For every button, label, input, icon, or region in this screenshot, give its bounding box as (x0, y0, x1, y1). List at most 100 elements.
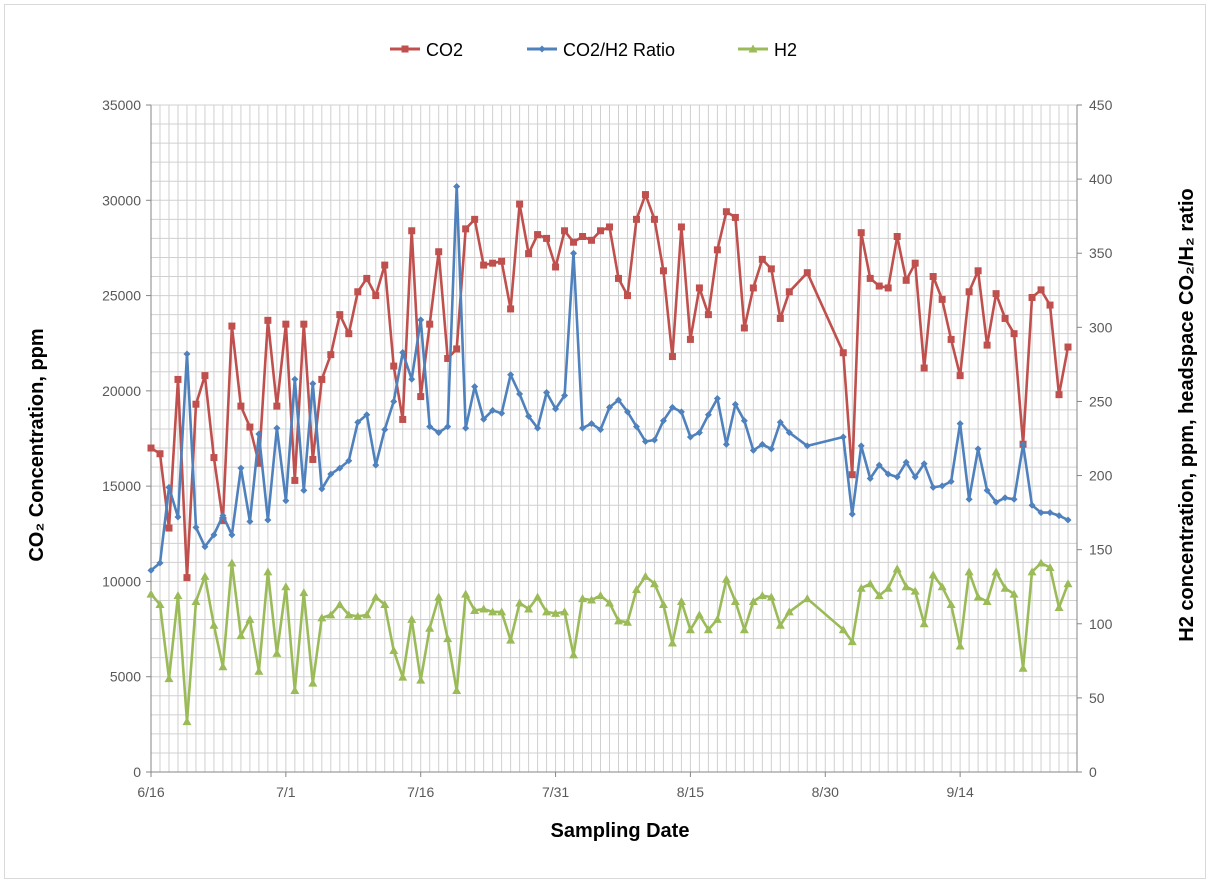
data-point-co2-h2-ratio (588, 420, 596, 428)
left-axis-title: CO₂ Concentration, ppm (26, 328, 48, 561)
data-point-co2-h2-ratio (722, 440, 730, 448)
data-point-h2 (748, 597, 758, 606)
data-point-co2-h2-ratio (992, 498, 1000, 506)
data-point-co2 (974, 267, 982, 275)
data-point-co2 (417, 393, 425, 401)
data-point-co2-h2-ratio (686, 433, 694, 441)
data-point-co2 (282, 320, 290, 328)
data-point-co2-h2-ratio (704, 411, 712, 419)
data-point-co2 (552, 263, 560, 271)
data-point-h2 (308, 678, 318, 687)
data-point-co2-h2-ratio (776, 418, 784, 426)
data-point-co2 (875, 282, 883, 290)
data-point-co2 (381, 261, 389, 269)
data-point-h2 (901, 582, 911, 591)
data-point-h2 (434, 592, 444, 601)
data-point-co2-h2-ratio (174, 513, 182, 521)
data-point-co2-h2-ratio (641, 437, 649, 445)
data-point-co2-h2-ratio (1028, 501, 1036, 509)
data-point-co2-h2-ratio (740, 417, 748, 425)
axes (146, 104, 1082, 777)
data-point-co2-h2-ratio (246, 518, 254, 526)
data-point-co2 (731, 213, 739, 221)
data-point-co2 (336, 311, 344, 319)
data-point-co2-h2-ratio (570, 249, 578, 257)
left-tick-label: 10000 (102, 573, 141, 589)
series-h2 (146, 558, 1073, 726)
data-point-co2 (902, 276, 910, 284)
legend: CO2 CO2/H2 Ratio H2 (390, 40, 797, 60)
data-point-h2 (865, 579, 875, 588)
data-point-co2 (543, 234, 551, 242)
data-point-h2 (353, 611, 363, 620)
data-point-co2 (758, 255, 766, 263)
data-point-co2-h2-ratio (677, 408, 685, 416)
data-point-co2-h2-ratio (695, 429, 703, 437)
data-point-co2-h2-ratio (632, 423, 640, 431)
data-point-co2-h2-ratio (929, 483, 937, 491)
data-point-co2-h2-ratio (228, 531, 236, 539)
data-point-co2-h2-ratio (597, 426, 605, 434)
data-point-co2 (192, 400, 200, 408)
data-point-co2-h2-ratio (1001, 494, 1009, 502)
data-point-co2-h2-ratio (525, 412, 533, 420)
data-point-co2-h2-ratio (444, 423, 452, 431)
data-point-co2 (480, 261, 488, 269)
data-point-h2 (937, 582, 947, 591)
data-point-co2 (291, 476, 299, 484)
data-point-co2 (183, 574, 191, 582)
data-point-co2-h2-ratio (803, 442, 811, 450)
data-point-h2 (551, 608, 561, 617)
data-point-co2-h2-ratio (426, 423, 434, 431)
data-point-co2-h2-ratio (650, 436, 658, 444)
data-point-h2 (317, 613, 327, 622)
data-series (146, 183, 1073, 726)
data-point-co2-h2-ratio (857, 442, 865, 450)
data-point-co2-h2-ratio (453, 183, 461, 191)
data-point-co2-h2-ratio (291, 375, 299, 383)
data-point-h2 (542, 607, 552, 616)
data-point-h2 (1045, 562, 1055, 571)
data-point-co2-h2-ratio (480, 415, 488, 423)
data-point-co2-h2-ratio (210, 531, 218, 539)
data-point-co2 (588, 236, 596, 244)
data-point-co2-h2-ratio (731, 400, 739, 408)
data-point-co2 (453, 345, 461, 353)
data-point-co2 (803, 269, 811, 277)
data-point-h2 (640, 571, 650, 580)
data-point-co2 (408, 227, 416, 235)
data-point-co2 (507, 305, 515, 313)
data-point-h2 (649, 579, 659, 588)
data-point-co2-h2-ratio (372, 461, 380, 469)
data-point-co2-h2-ratio (1010, 495, 1018, 503)
data-point-co2 (516, 200, 524, 208)
data-point-h2 (802, 594, 812, 603)
data-point-h2 (784, 607, 794, 616)
data-point-co2-h2-ratio (579, 424, 587, 432)
data-point-h2 (263, 567, 273, 576)
data-point-co2 (1001, 314, 1009, 322)
data-point-co2-h2-ratio (192, 523, 200, 531)
data-point-co2-h2-ratio (965, 495, 973, 503)
data-point-co2 (264, 316, 272, 324)
data-point-co2-h2-ratio (983, 486, 991, 494)
data-point-co2 (632, 215, 640, 223)
data-point-h2 (730, 597, 740, 606)
data-point-h2 (371, 592, 381, 601)
x-axis-tick-labels: 6/16 7/1 7/16 7/31 8/15 8/30 9/14 (137, 784, 974, 800)
right-tick-label: 100 (1089, 616, 1113, 632)
data-point-co2 (704, 311, 712, 319)
data-point-co2 (174, 375, 182, 383)
data-point-co2 (201, 372, 209, 380)
data-point-co2 (327, 351, 335, 359)
data-point-h2 (209, 620, 219, 629)
data-point-h2 (766, 592, 776, 601)
data-point-h2 (326, 610, 336, 619)
data-point-h2 (299, 588, 309, 597)
data-point-co2 (983, 341, 991, 349)
data-point-h2 (254, 666, 264, 675)
data-point-h2 (380, 600, 390, 609)
left-tick-label: 5000 (110, 669, 141, 685)
data-point-h2 (389, 645, 399, 654)
data-point-co2-h2-ratio (614, 396, 622, 404)
